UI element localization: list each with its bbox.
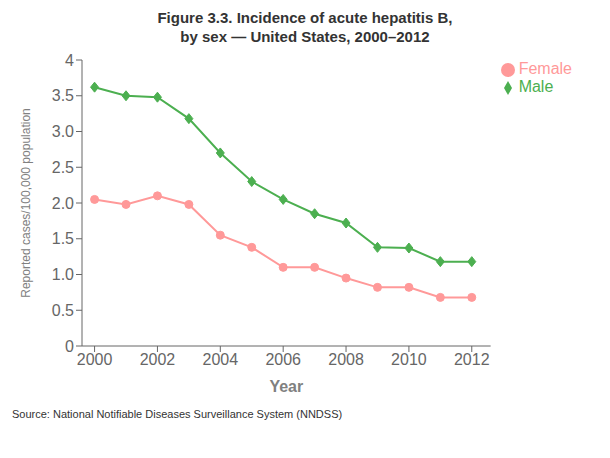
svg-text:2010: 2010 bbox=[391, 351, 427, 368]
svg-text:0: 0 bbox=[65, 338, 74, 355]
svg-text:2004: 2004 bbox=[203, 351, 239, 368]
html-text:Female: Female bbox=[518, 60, 572, 77]
html-text:Source: National Notifiable Di: Source: National Notifiable Diseases Sur… bbox=[12, 408, 343, 420]
svg-text:2008: 2008 bbox=[328, 351, 364, 368]
svg-text:2000: 2000 bbox=[77, 351, 113, 368]
svg-text:Reported cases/100,000 populat: Reported cases/100,000 population bbox=[19, 108, 33, 297]
svg-text:3.0: 3.0 bbox=[52, 123, 74, 140]
html-text:Male: Male bbox=[518, 78, 554, 95]
svg-text:1.5: 1.5 bbox=[52, 230, 74, 247]
svg-text:2006: 2006 bbox=[265, 351, 301, 368]
html-text:Figure 3.3. Incidence of acute: Figure 3.3. Incidence of acute hepatitis… bbox=[157, 9, 453, 26]
svg-text:4: 4 bbox=[65, 52, 74, 69]
svg-text:3.5: 3.5 bbox=[52, 87, 74, 104]
svg-text:2.5: 2.5 bbox=[52, 159, 74, 176]
svg-text:Year: Year bbox=[269, 378, 303, 395]
svg-text:1.0: 1.0 bbox=[52, 266, 74, 283]
svg-text:2012: 2012 bbox=[454, 351, 490, 368]
html-text:by sex — United States, 2000–2: by sex — United States, 2000–2012 bbox=[180, 28, 430, 45]
svg-text:0.5: 0.5 bbox=[52, 302, 74, 319]
svg-text:2002: 2002 bbox=[140, 351, 176, 368]
svg-text:2.0: 2.0 bbox=[52, 195, 74, 212]
